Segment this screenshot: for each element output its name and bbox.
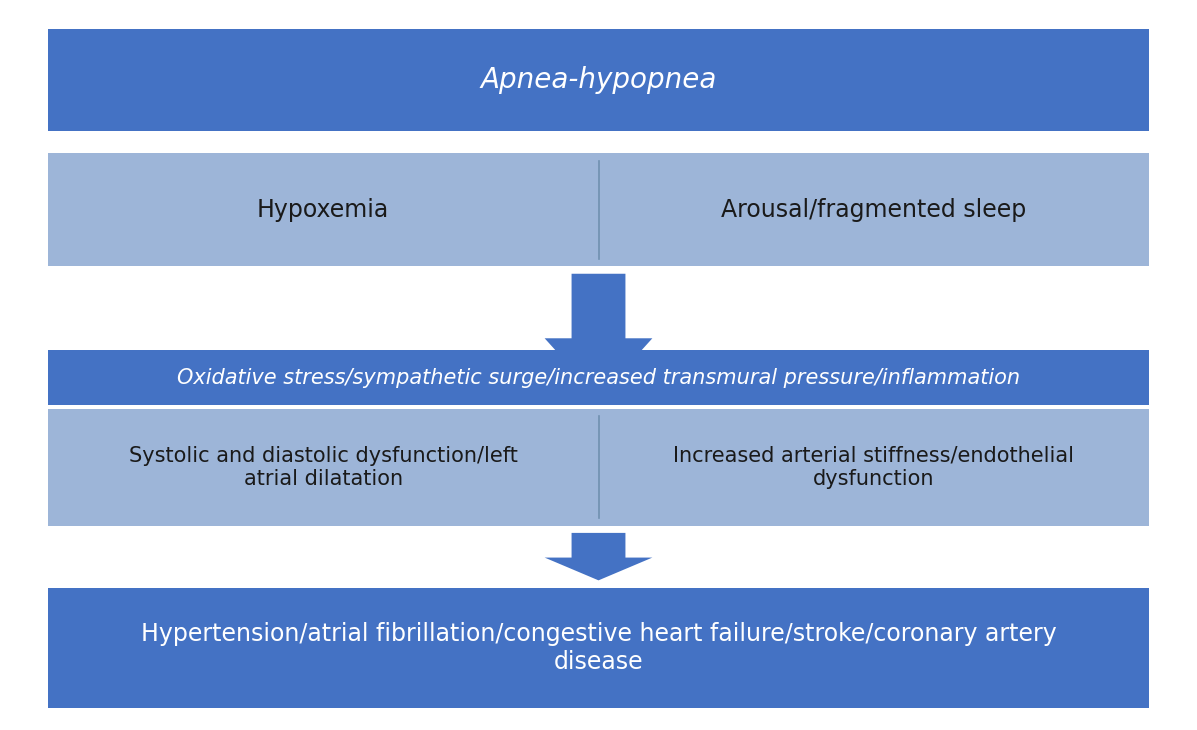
Text: Oxidative stress/sympathetic surge/increased transmural pressure/inflammation: Oxidative stress/sympathetic surge/incre… [177,368,1020,388]
Text: Hypoxemia: Hypoxemia [257,198,389,222]
FancyBboxPatch shape [48,29,1149,131]
Text: Increased arterial stiffness/endothelial
dysfunction: Increased arterial stiffness/endothelial… [673,445,1075,489]
Text: Hypertension/atrial fibrillation/congestive heart failure/stroke/coronary artery: Hypertension/atrial fibrillation/congest… [140,622,1057,674]
Text: Apnea-hypopnea: Apnea-hypopnea [480,66,717,94]
FancyBboxPatch shape [48,153,1149,266]
FancyBboxPatch shape [48,588,1149,708]
Text: Arousal/fragmented sleep: Arousal/fragmented sleep [721,198,1027,222]
FancyBboxPatch shape [48,409,1149,526]
Polygon shape [545,274,652,398]
FancyBboxPatch shape [48,350,1149,405]
Text: Systolic and diastolic dysfunction/left
atrial dilatation: Systolic and diastolic dysfunction/left … [129,445,517,489]
Polygon shape [545,533,652,580]
